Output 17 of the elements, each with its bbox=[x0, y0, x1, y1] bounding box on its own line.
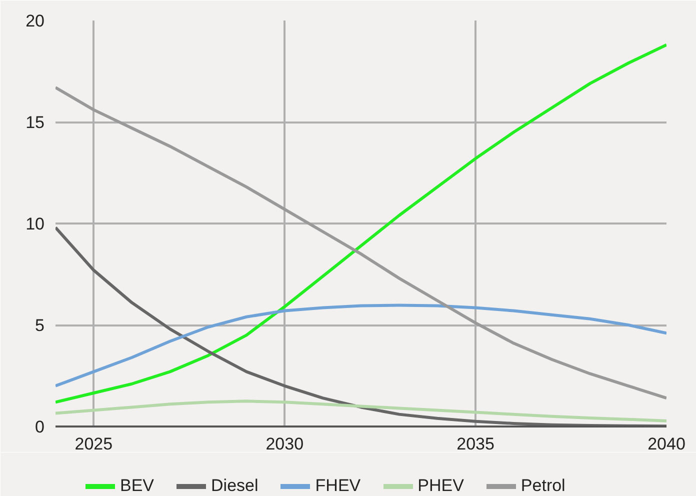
y-tick-label: 5 bbox=[35, 316, 45, 335]
x-tick-label: 2040 bbox=[648, 434, 686, 454]
line-series bbox=[56, 400, 666, 422]
legend-label: BEV bbox=[120, 476, 154, 496]
y-tick-label: 10 bbox=[26, 214, 45, 234]
legend-label: FHEV bbox=[315, 476, 361, 496]
legend-label: PHEV bbox=[418, 476, 464, 496]
x-tick-label: 2025 bbox=[74, 434, 113, 454]
y-tick-label: 20 bbox=[26, 12, 45, 30]
legend-label: Petrol bbox=[520, 476, 566, 496]
legend-label: Diesel bbox=[211, 476, 258, 496]
y-tick-label: 0 bbox=[35, 418, 45, 436]
x-tick-label: 2035 bbox=[456, 434, 494, 454]
line-series bbox=[56, 226, 666, 426]
x-tick-label: 2030 bbox=[266, 434, 304, 454]
y-tick-label: 15 bbox=[26, 113, 45, 132]
line-series bbox=[56, 304, 666, 388]
